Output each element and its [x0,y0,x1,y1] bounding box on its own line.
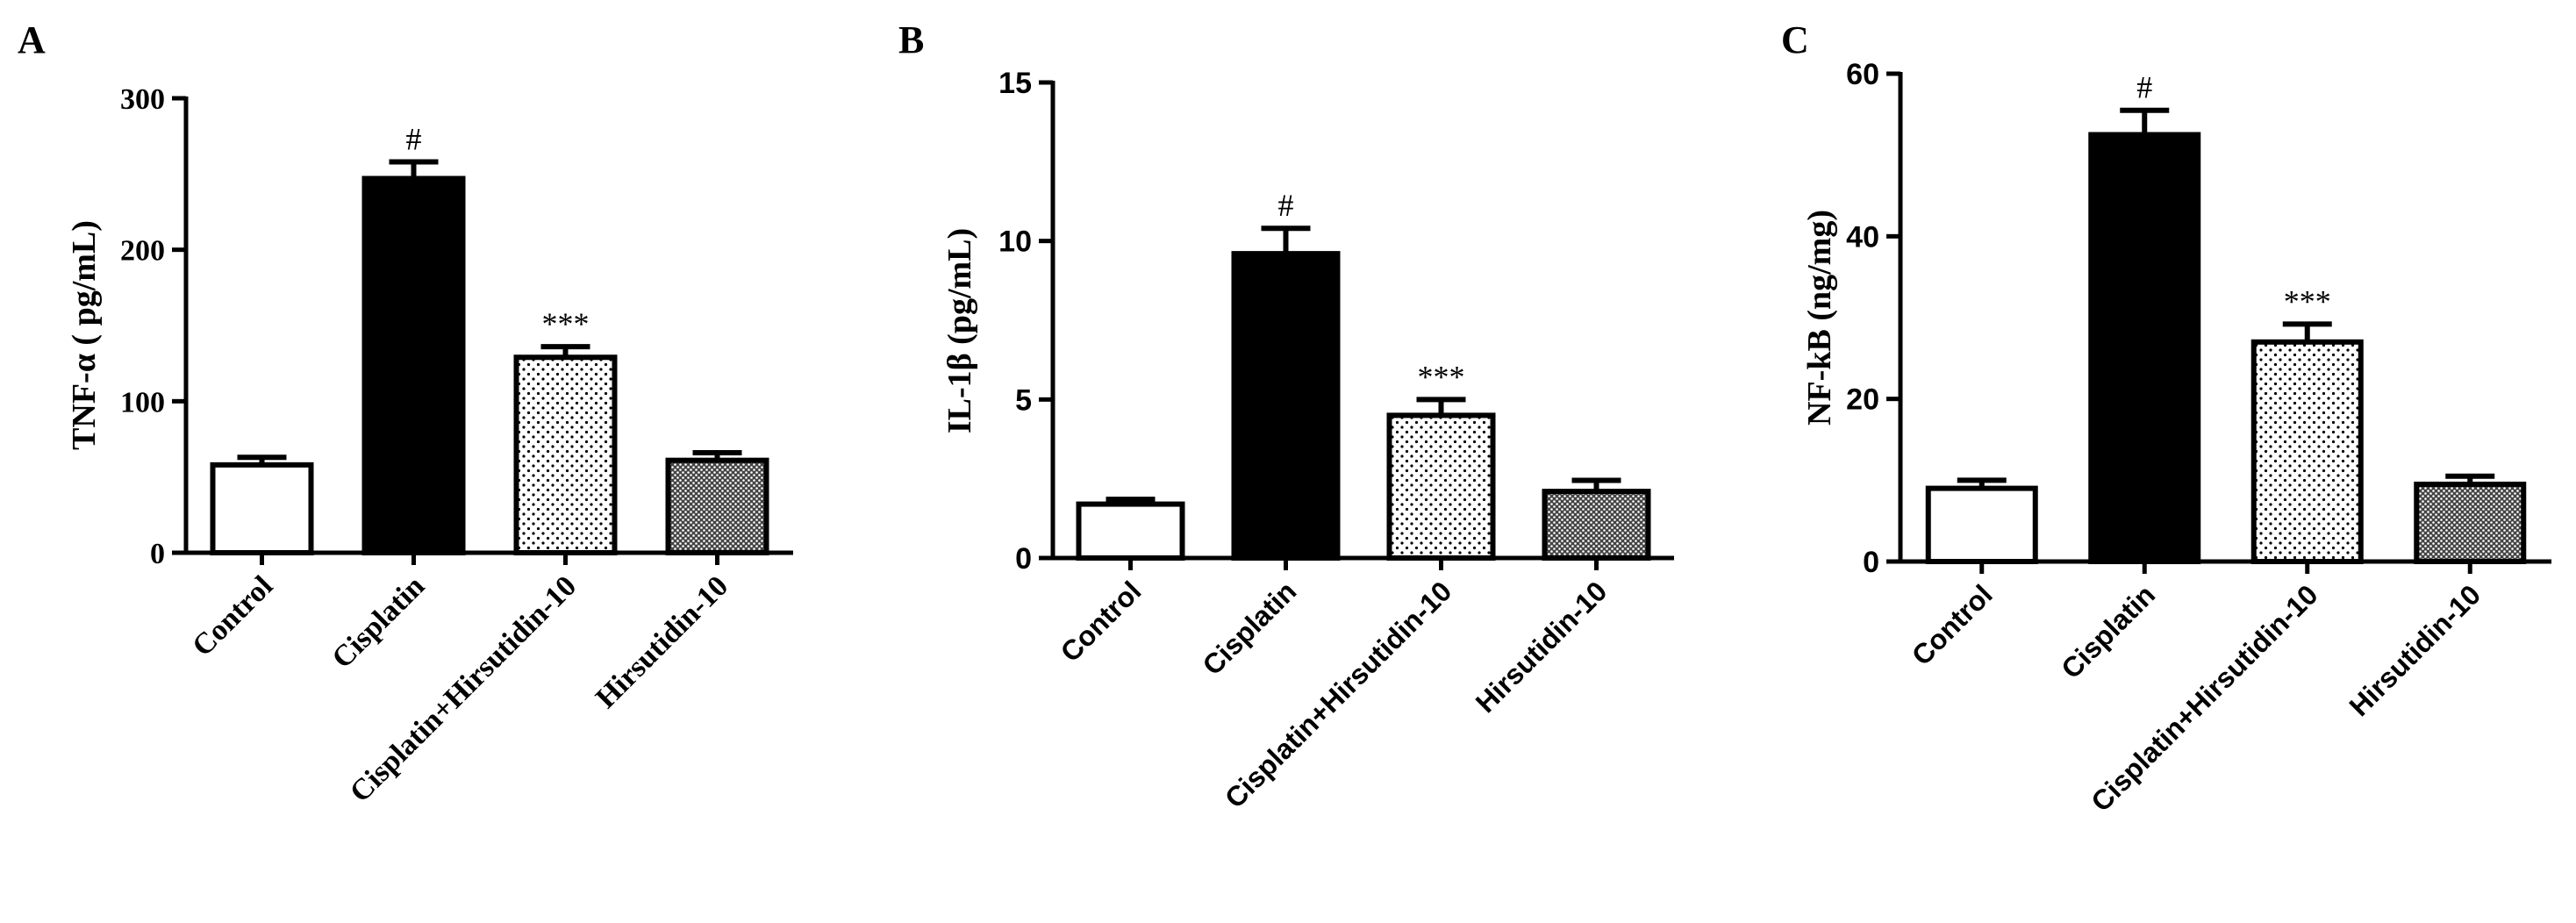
y-tick-label: 0 [150,538,165,570]
bar [665,457,769,556]
y-tick-label: 300 [120,83,165,116]
chart-panel-c: C NF-kB (ng/mg) Control#Cisplatin***Cisp… [1781,18,2551,818]
bar [1542,489,1651,561]
bar [2250,339,2364,564]
y-axis-label: NF-kB (ng/mg) [1801,210,1838,426]
bar [1076,501,1185,561]
bar [2088,132,2201,564]
y-tick-label: 20 [1846,383,1879,417]
y-tick-label: 10 [998,225,1032,259]
x-tick-label: Cisplatin [1196,575,1302,681]
bar [1231,251,1341,561]
y-tick-label: 40 [1846,220,1879,254]
panel-label: A [18,18,46,61]
y-tick-label: 0 [1015,542,1032,576]
bar [1386,412,1496,561]
y-tick-label: 5 [1015,383,1032,417]
x-tick-label: Control [1055,575,1148,668]
bar [2414,481,2527,565]
significance-marker: *** [2284,283,2331,318]
significance-marker: *** [542,306,590,341]
bar [513,354,618,556]
y-tick-label: 200 [120,235,165,268]
x-tick-label: Control [186,569,279,662]
y-axis-label: IL-1β (pg/mL) [941,228,978,433]
x-tick-label: Control [1906,578,1999,671]
bar [210,462,314,555]
y-axis-label: TNF-α ( pg/mL) [66,220,103,450]
y-tick-label: 15 [998,67,1032,100]
significance-marker: *** [1418,359,1465,394]
panel-label: B [898,18,924,61]
bar [361,175,466,555]
x-tick-label: Hirsutidin-10 [1470,575,1614,719]
y-tick-label: 100 [120,386,165,419]
x-tick-label: Cisplatin [2055,578,2161,684]
y-tick-label: 60 [1846,58,1879,91]
chart-panel-b: B IL-1β (pg/mL) Control#Cisplatin***Cisp… [898,18,1674,814]
x-tick-label: Hirsutidin-10 [590,569,734,714]
significance-marker: # [2136,70,2152,105]
chart-panel-a: A TNF-α ( pg/mL) Control#Cisplatin***Cis… [18,18,793,809]
x-tick-label: Cisplatin [326,569,431,675]
y-tick-label: 0 [1863,546,1879,579]
x-tick-label: Hirsutidin-10 [2343,578,2487,722]
panel-label: C [1781,18,1809,61]
significance-marker: # [1278,188,1294,223]
bar [1925,485,2038,564]
significance-marker: # [406,122,422,157]
